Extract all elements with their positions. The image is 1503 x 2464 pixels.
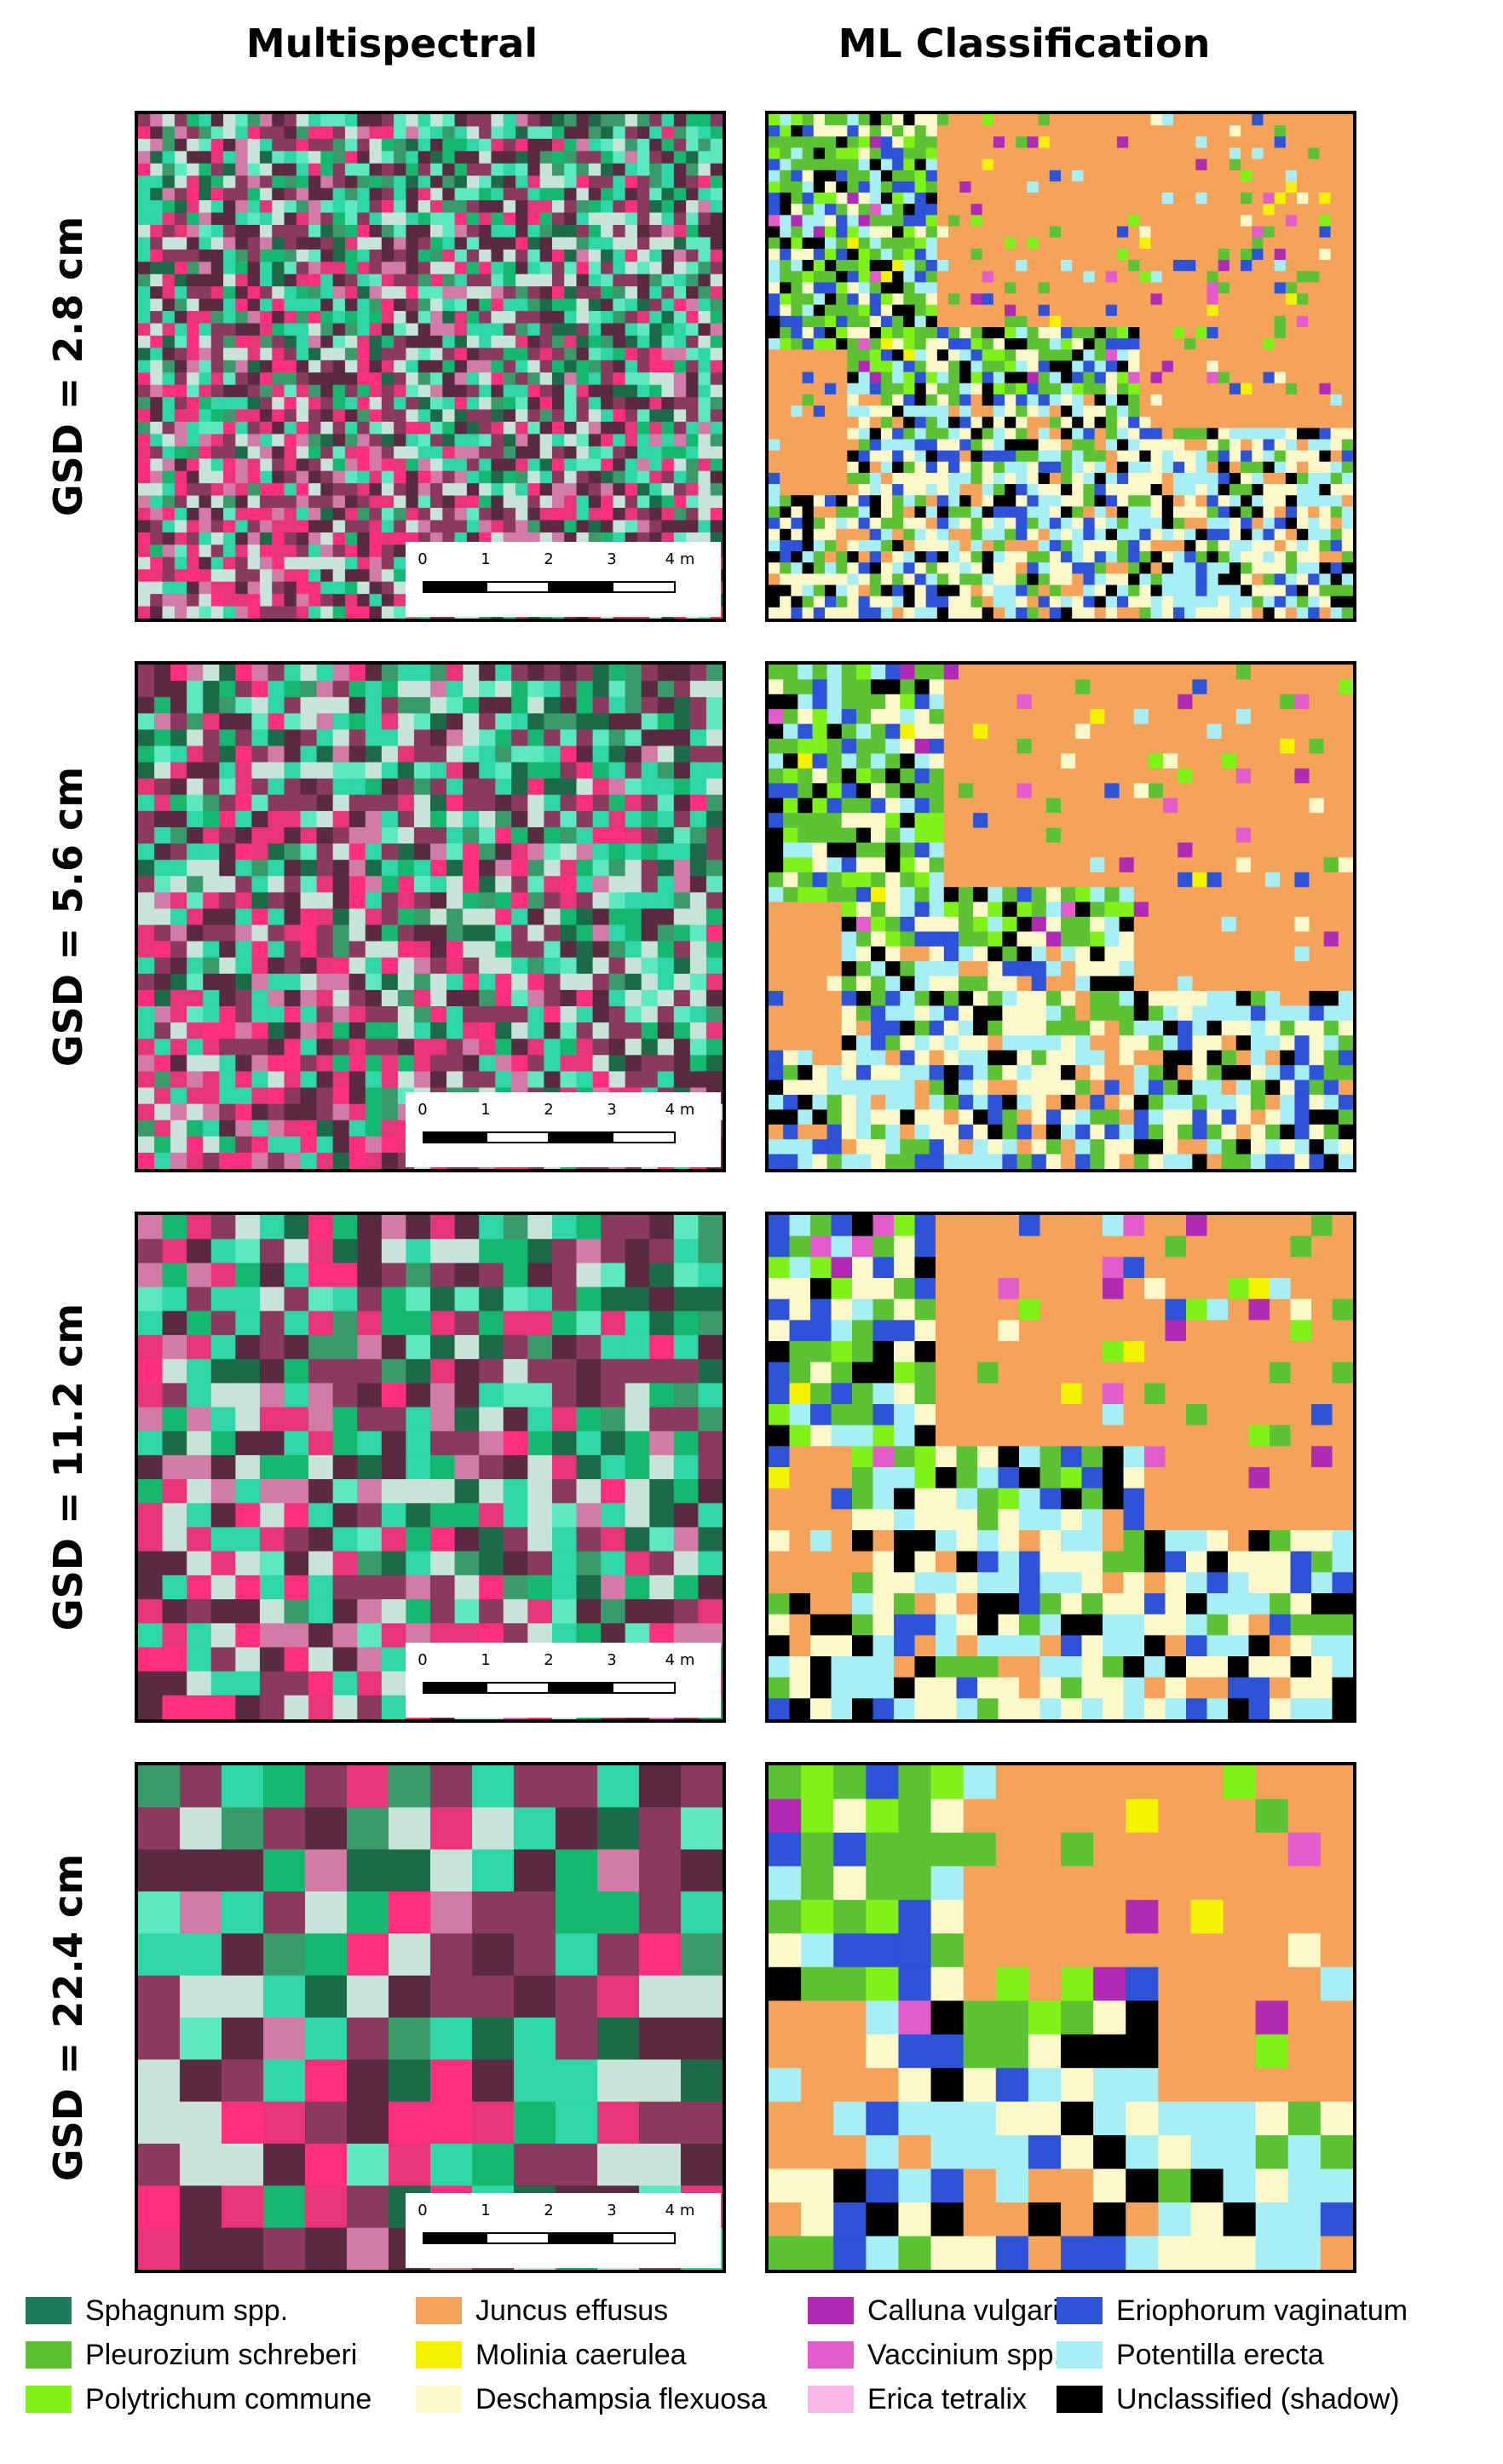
scale-bar-segment [549,1682,613,1694]
legend-swatch [26,2386,72,2413]
row-label-gsd: GSD = 22.4 cm [0,1762,136,2273]
scale-bar-segment [486,2232,550,2244]
legend-item: Polytrichum commune [26,2381,371,2418]
legend-item: Unclassified (shadow) [1057,2381,1400,2418]
legend-swatch [26,2297,72,2324]
legend-swatch [1057,2341,1103,2369]
legend-swatch [416,2297,462,2324]
scale-bar-tick-label: 3 [607,550,617,568]
scale-bar-segment [549,581,613,593]
scale-bar-tick-label: 0 [418,550,428,568]
scale-bar-segment [423,2232,487,2244]
scale-bar-tick-label: 3 [607,1651,617,1669]
legend-label: Erica tetralix [867,2382,1028,2415]
scale-bar: 0 1 2 3 4 m [406,1092,721,1167]
legend-swatch [26,2341,72,2369]
scale-bar-segment [612,581,676,593]
scale-bar-tick-label: 2 [544,550,554,568]
legend-label: Juncus effusus [475,2294,669,2327]
scale-bar-tick-label: 0 [418,1651,428,1669]
scale-bar-tick-label: 4 m [665,550,695,568]
classification-map [765,1762,1356,2273]
scale-bar: 0 1 2 3 4 m [406,2193,721,2268]
scale-bar-segment [423,1682,487,1694]
scale-bar-tick-label: 1 [481,1651,491,1669]
row-label-gsd: GSD = 2.8 cm [0,111,136,622]
legend-item: Juncus effusus [416,2292,668,2329]
scale-bar-segment [549,1131,613,1143]
legend-swatch [1057,2297,1103,2324]
legend-label: Sphagnum spp. [85,2294,289,2327]
scale-bar-segment [423,1131,487,1143]
multispectral-image: 0 1 2 3 4 m [135,1212,726,1723]
legend-label: Polytrichum commune [85,2382,372,2415]
scale-bar-tick-label: 2 [544,1101,554,1119]
classification-map [765,661,1356,1172]
scale-bar-tick-label: 4 m [665,2202,695,2219]
row-label-text: GSD = 5.6 cm [45,766,92,1068]
multispectral-image: 0 1 2 3 4 m [135,1762,726,2273]
scale-bar-tick-label: 3 [607,1101,617,1119]
scale-bar-tick-label: 3 [607,2202,617,2219]
legend-label: Eriophorum vaginatum [1116,2294,1408,2327]
legend-item: Vaccinium spp. [808,2336,1062,2374]
multispectral-image: 0 1 2 3 4 m [135,661,726,1172]
scale-bar-tick-label: 0 [418,2202,428,2219]
legend-label: Pleurozium schreberi [85,2338,358,2371]
scale-bar-segment [612,2232,676,2244]
legend-swatch [416,2341,462,2369]
column-header-multispectral: Multispectral [245,20,538,66]
row-label-text: GSD = 2.8 cm [45,216,92,517]
scale-bar-tick-label: 1 [481,2202,491,2219]
scale-bar-segment [486,581,550,593]
legend-item: Deschampsia flexuosa [416,2381,767,2418]
legend-item: Potentilla erecta [1057,2336,1324,2374]
legend-item: Pleurozium schreberi [26,2336,357,2374]
scale-bar-tick-label: 4 m [665,1651,695,1669]
legend-item: Eriophorum vaginatum [1057,2292,1408,2329]
scale-bar-segment [423,581,487,593]
classification-map [765,111,1356,622]
legend-swatch [1057,2386,1103,2413]
legend-label: Vaccinium spp. [867,2338,1062,2371]
scale-bar-segment [612,1131,676,1143]
legend-label: Unclassified (shadow) [1116,2382,1400,2415]
multispectral-image: 0 1 2 3 4 m [135,111,726,622]
legend-swatch [416,2386,462,2413]
scale-bar-segment [486,1131,550,1143]
legend-item: Erica tetralix [808,2381,1027,2418]
scale-bar: 0 1 2 3 4 m [406,542,721,617]
legend-item: Calluna vulgaris [808,2292,1074,2329]
legend-label: Molinia caerulea [475,2338,687,2371]
legend-label: Deschampsia flexuosa [475,2382,768,2415]
legend-label: Calluna vulgaris [867,2294,1074,2327]
legend-item: Molinia caerulea [416,2336,687,2374]
scale-bar-tick-label: 0 [418,1101,428,1119]
classification-map [765,1212,1356,1723]
legend-swatch [808,2341,854,2369]
row-label-gsd: GSD = 11.2 cm [0,1212,136,1723]
legend-label: Potentilla erecta [1116,2338,1324,2371]
legend-item: Sphagnum spp. [26,2292,288,2329]
scale-bar-tick-label: 2 [544,1651,554,1669]
row-label-text: GSD = 11.2 cm [45,1303,92,1632]
scale-bar: 0 1 2 3 4 m [406,1643,721,1718]
column-header-ml-classification: ML Classification [838,20,1211,66]
scale-bar-segment [612,1682,676,1694]
legend-swatch [808,2386,854,2413]
scale-bar-tick-label: 4 m [665,1101,695,1119]
scale-bar-tick-label: 1 [481,1101,491,1119]
legend-swatch [808,2297,854,2324]
row-label-gsd: GSD = 5.6 cm [0,661,136,1172]
legend: Sphagnum spp. Pleurozium schreberi Polytri… [26,2292,1491,2454]
scale-bar-segment [486,1682,550,1694]
scale-bar-tick-label: 1 [481,550,491,568]
scale-bar-tick-label: 2 [544,2202,554,2219]
scale-bar-segment [549,2232,613,2244]
row-label-text: GSD = 22.4 cm [45,1853,92,2182]
